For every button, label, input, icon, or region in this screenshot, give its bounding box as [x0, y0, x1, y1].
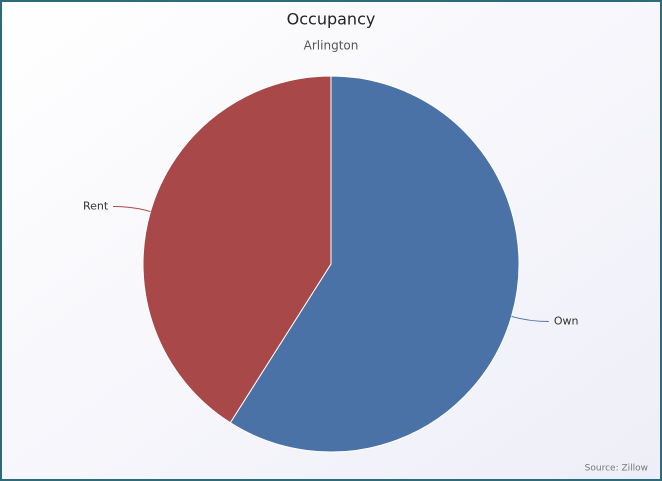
pie-slice: [229, 75, 520, 453]
pie-slice: [142, 75, 332, 424]
source-credit: Source: Zillow: [585, 464, 648, 474]
slice-label: Rent: [83, 200, 109, 213]
slice-label: Own: [554, 314, 579, 327]
leader-line: [113, 206, 151, 213]
leader-line: [511, 315, 549, 322]
chart-title: Occupancy: [287, 10, 376, 29]
chart-subtitle: Arlington: [304, 39, 359, 53]
